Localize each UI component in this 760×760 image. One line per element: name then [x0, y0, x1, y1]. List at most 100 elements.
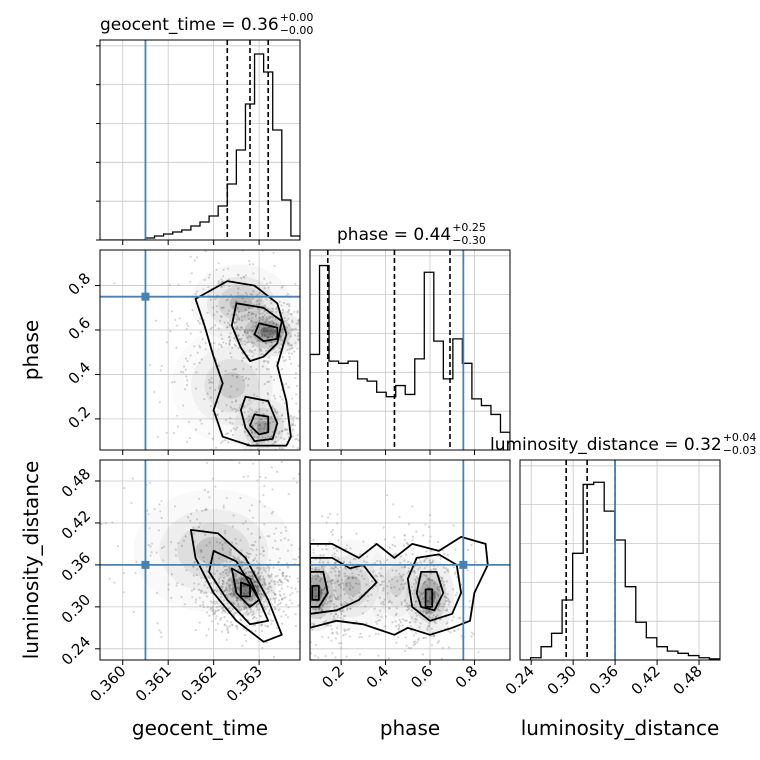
- sample-point: [236, 596, 239, 599]
- sample-point: [277, 560, 280, 564]
- sample-point: [335, 598, 338, 601]
- sample-point: [306, 356, 308, 358]
- sample-point: [314, 574, 317, 577]
- sample-point: [198, 346, 202, 349]
- sample-point: [287, 310, 290, 313]
- sample-point: [399, 555, 403, 558]
- sample-point: [274, 607, 277, 610]
- sample-point: [424, 611, 427, 614]
- sample-point: [428, 514, 432, 517]
- sample-point: [422, 600, 426, 604]
- sample-point: [334, 566, 337, 569]
- sample-point: [253, 348, 257, 352]
- sample-point: [247, 420, 250, 423]
- sample-point: [266, 330, 269, 333]
- sample-point: [281, 622, 284, 625]
- sample-point: [255, 368, 258, 371]
- sample-point: [290, 344, 293, 347]
- sample-point: [194, 387, 198, 390]
- sample-point: [291, 423, 295, 426]
- sample-point: [156, 435, 159, 439]
- sample-point: [246, 567, 250, 570]
- sample-point: [236, 291, 240, 294]
- sample-point: [240, 561, 243, 564]
- sample-point: [330, 639, 333, 642]
- sample-point: [302, 567, 304, 569]
- sample-point: [331, 533, 334, 536]
- sample-point: [436, 540, 440, 543]
- sample-point: [249, 608, 252, 611]
- sample-point: [268, 316, 272, 319]
- sample-point: [404, 534, 407, 537]
- sample-point: [324, 619, 328, 623]
- sample-point: [399, 575, 402, 578]
- sample-point: [267, 360, 270, 363]
- sample-point: [231, 601, 234, 604]
- sample-point: [428, 559, 431, 562]
- sample-point: [263, 485, 266, 488]
- sample-point: [195, 290, 199, 293]
- sample-point: [245, 471, 247, 473]
- histogram-frame: [519, 459, 721, 661]
- sample-point: [218, 319, 222, 322]
- sample-point: [303, 324, 305, 326]
- sample-point: [285, 382, 288, 386]
- sample-point: [223, 532, 227, 535]
- sample-point: [159, 369, 162, 372]
- sample-point: [243, 331, 246, 334]
- sample-point: [270, 619, 273, 622]
- sample-point: [411, 553, 414, 556]
- sample-point: [358, 591, 361, 594]
- sample-point: [257, 423, 260, 426]
- sample-point: [211, 601, 214, 604]
- sample-point: [297, 583, 299, 585]
- sample-point: [253, 580, 256, 583]
- sample-point: [391, 569, 394, 572]
- sample-point: [296, 311, 299, 314]
- sample-point: [230, 356, 233, 359]
- sample-point: [261, 315, 264, 318]
- sample-point: [416, 641, 419, 644]
- sample-point: [254, 584, 257, 587]
- sample-point: [418, 591, 421, 594]
- sample-point: [302, 598, 304, 600]
- sample-point: [406, 605, 410, 609]
- sample-point: [253, 435, 256, 439]
- sample-point: [305, 599, 307, 601]
- sample-point: [357, 582, 360, 586]
- sample-point: [267, 590, 270, 593]
- sample-point: [331, 348, 333, 350]
- sample-point: [250, 307, 253, 310]
- sample-point: [224, 586, 228, 590]
- sample-point: [296, 447, 299, 450]
- sample-point: [306, 612, 308, 614]
- sample-point: [250, 365, 253, 368]
- sample-point: [436, 594, 439, 598]
- sample-point: [240, 549, 243, 552]
- sample-point: [286, 610, 288, 612]
- sample-point: [249, 552, 252, 556]
- sample-point: [303, 648, 305, 650]
- sample-point: [306, 375, 308, 377]
- sample-point: [193, 582, 196, 585]
- sample-point: [290, 319, 294, 322]
- sample-point: [275, 323, 278, 327]
- density-cell: [413, 570, 447, 623]
- sample-point: [263, 313, 266, 316]
- contour-line: [310, 557, 378, 615]
- sample-point: [425, 636, 428, 639]
- sample-point: [434, 591, 437, 594]
- sample-point: [236, 388, 239, 391]
- sample-point: [288, 347, 292, 351]
- sample-point: [291, 320, 294, 324]
- sample-point: [248, 597, 251, 600]
- sample-point: [285, 574, 289, 578]
- sample-point: [277, 458, 279, 460]
- sample-point: [256, 339, 259, 343]
- sample-point: [415, 618, 418, 621]
- sample-point: [252, 324, 255, 327]
- sample-point: [260, 350, 263, 353]
- sample-point: [184, 535, 187, 538]
- sample-point: [271, 319, 274, 322]
- sample-point: [236, 625, 239, 628]
